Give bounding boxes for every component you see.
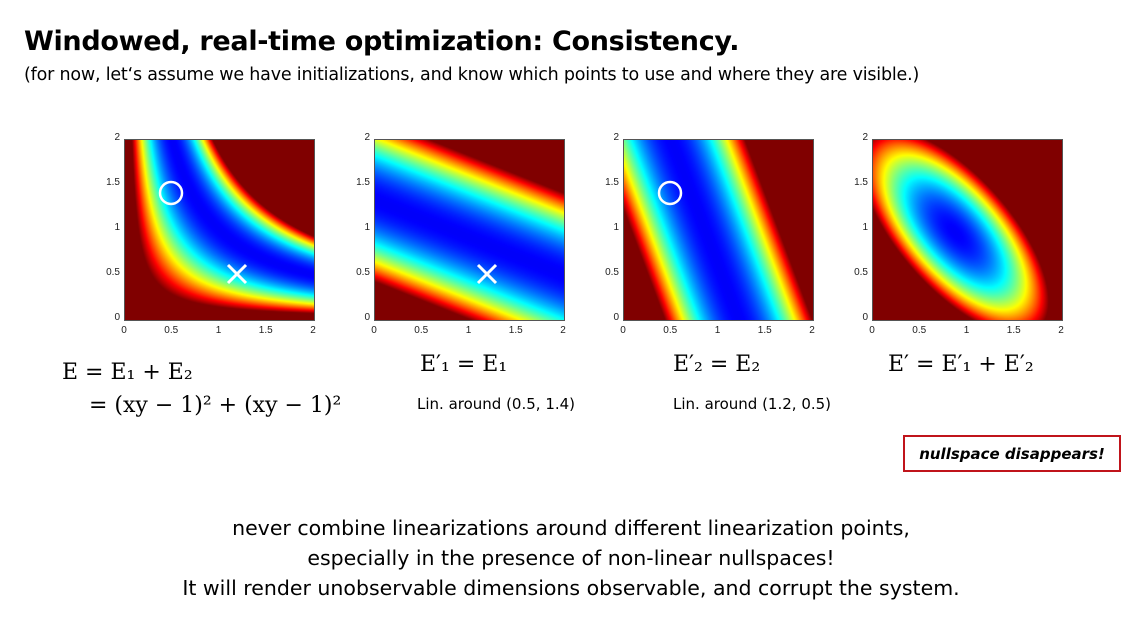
x-tick-label: 2 [804, 325, 820, 336]
x-tick-label: 1 [959, 325, 975, 336]
x-tick-label: 0 [864, 325, 880, 336]
x-tick-label: 0 [615, 325, 631, 336]
y-tick-label: 1.5 [593, 177, 619, 188]
heatmap-surface [873, 140, 1062, 320]
formula-e2-prime: E′₂ = E₂ [673, 352, 760, 377]
x-tick-label: 1.5 [757, 325, 773, 336]
y-tick-label: 0 [94, 312, 120, 323]
y-tick-label: 1 [94, 222, 120, 233]
y-tick-label: 1 [344, 222, 370, 233]
x-tick-label: 1.5 [508, 325, 524, 336]
x-tick-label: 0.5 [163, 325, 179, 336]
y-tick-label: 0.5 [94, 267, 120, 278]
y-tick-label: 1 [593, 222, 619, 233]
formula-e-expanded: = (xy − 1)² + (xy − 1)² [89, 393, 341, 418]
y-tick-label: 0 [344, 312, 370, 323]
x-tick-label: 1.5 [258, 325, 274, 336]
slide-title: Windowed, real-time optimization: Consis… [24, 26, 739, 57]
x-tick-label: 0 [116, 325, 132, 336]
y-tick-label: 1.5 [94, 177, 120, 188]
x-tick-label: 1 [211, 325, 227, 336]
y-tick-label: 2 [593, 132, 619, 143]
y-tick-label: 2 [842, 132, 868, 143]
slide-subtitle: (for now, let‘s assume we have initializ… [24, 65, 919, 85]
heatmap-surface [375, 140, 564, 320]
x-tick-label: 0 [366, 325, 382, 336]
conclusion-line-2: especially in the presence of non-linear… [0, 546, 1142, 570]
x-tick-label: 2 [1053, 325, 1069, 336]
heatmap-plot-2 [374, 139, 565, 321]
x-tick-label: 0.5 [662, 325, 678, 336]
y-tick-label: 2 [344, 132, 370, 143]
nullspace-callout: nullspace disappears! [903, 435, 1121, 472]
x-tick-label: 0.5 [413, 325, 429, 336]
y-tick-label: 0 [593, 312, 619, 323]
x-tick-label: 0.5 [911, 325, 927, 336]
y-tick-label: 0 [842, 312, 868, 323]
x-tick-label: 1 [461, 325, 477, 336]
y-tick-label: 0.5 [842, 267, 868, 278]
y-tick-label: 2 [94, 132, 120, 143]
x-tick-label: 2 [305, 325, 321, 336]
x-tick-label: 2 [555, 325, 571, 336]
y-tick-label: 1.5 [842, 177, 868, 188]
x-tick-label: 1.5 [1006, 325, 1022, 336]
formula-e1-prime: E′₁ = E₁ [420, 352, 507, 377]
heatmap-plot-4 [872, 139, 1063, 321]
linearization-label-2: Lin. around (1.2, 0.5) [673, 395, 831, 413]
linearization-label-1: Lin. around (0.5, 1.4) [417, 395, 575, 413]
y-tick-label: 0.5 [344, 267, 370, 278]
y-tick-label: 0.5 [593, 267, 619, 278]
x-tick-label: 1 [710, 325, 726, 336]
heatmap-surface [125, 140, 314, 320]
heatmap-surface [624, 140, 813, 320]
conclusion-line-1: never combine linearizations around diff… [0, 516, 1142, 540]
heatmap-plot-1 [124, 139, 315, 321]
y-tick-label: 1.5 [344, 177, 370, 188]
formula-e-prime-sum: E′ = E′₁ + E′₂ [888, 352, 1034, 377]
callout-text: nullspace disappears! [919, 445, 1105, 463]
heatmap-plot-3 [623, 139, 814, 321]
formula-e: E = E₁ + E₂ [62, 360, 193, 385]
y-tick-label: 1 [842, 222, 868, 233]
conclusion-line-3: It will render unobservable dimensions o… [0, 576, 1142, 600]
